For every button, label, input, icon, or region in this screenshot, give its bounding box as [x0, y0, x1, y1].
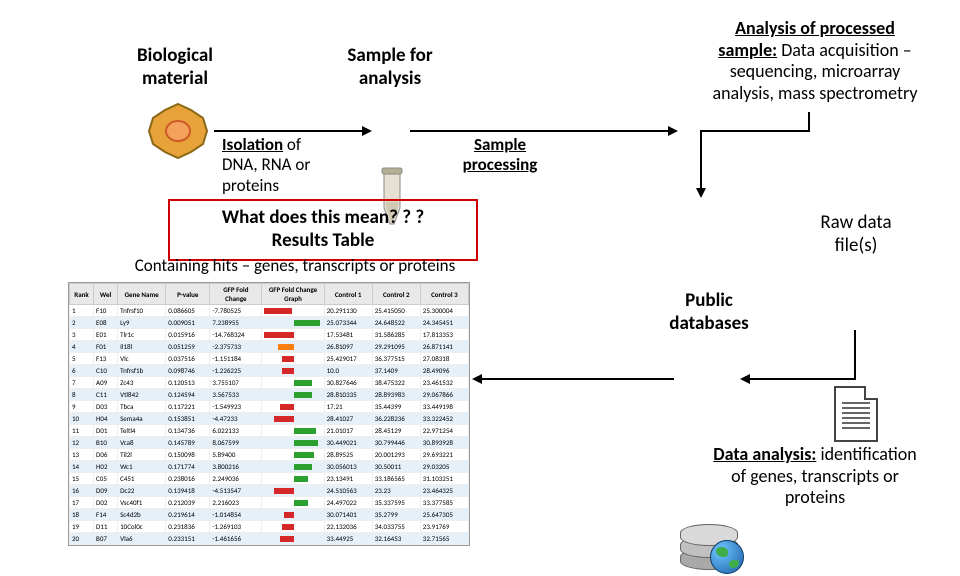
isolation-label: Isolation of DNA, RNA or proteins [222, 135, 342, 196]
analysis-processed-label: Analysis of processed sample: Data acqui… [690, 18, 940, 104]
table-row: 15C05C4510.2380162.24903623.1349133.1865… [70, 473, 469, 485]
table-row: 11D01Teltl40.1347366.02213321.0101728.45… [70, 425, 469, 437]
arrow-tube-to-analysis [410, 130, 670, 132]
results-question-box: What does this mean? ? ? Results Table [168, 199, 478, 261]
results-table: RankWelGene NameP-valueGFP Fold ChangeGF… [68, 282, 470, 546]
table-row: 7A09Zc430.1205133.75510730.82764638.4753… [70, 377, 469, 389]
table-row: 1F10Tnfrsf100.086605-7.78052520.29113025… [70, 305, 469, 317]
arrow-rawdata-down [854, 330, 856, 380]
table-row: 9D03Tbca0.117221-1.54992317.2135.4439933… [70, 401, 469, 413]
table-row: 18F14Sc4d2b0.219614-1.01485430.07140135.… [70, 509, 469, 521]
table-row: 20B07Vla60.233151-1.46165633.4492532.164… [70, 533, 469, 545]
arrow-analysis-down [700, 130, 702, 190]
cell-icon [145, 102, 211, 160]
containing-label: Containing hits – genes, transcripts or … [95, 256, 495, 276]
table-row: 6C10Tnfrsf1b0.098746-1.22622510.037.1409… [70, 365, 469, 377]
raw-data-label: Raw datafile(s) [786, 212, 926, 258]
arrow-db-to-table [480, 378, 674, 380]
sample-processing-label: Sample processing [440, 135, 560, 176]
table-row: 8C11Vtl8420.1245943.56753328.81033528.89… [70, 389, 469, 401]
table-row: 19D1110Col0c0.231836-1.26910322.13203634… [70, 521, 469, 533]
table-row: 16D09Dc220.139418-4.51354724.51056323.23… [70, 485, 469, 497]
table-row: 3E01Tlr1c0.015916-14.76832417.5348131.58… [70, 329, 469, 341]
data-analysis-label: Data analysis: identification of genes, … [690, 444, 940, 509]
table-row: 13D06Til2l0.1500985.8940028.8952520.0012… [70, 449, 469, 461]
globe-icon [710, 540, 744, 574]
document-icon [834, 386, 878, 442]
table-row: 2E08Ly90.0090517.23895525.07334424.64852… [70, 317, 469, 329]
biological-material-label: Biologicalmaterial [115, 45, 235, 91]
table-row: 14H02Wc10.1717743.80021630.05601330.5001… [70, 461, 469, 473]
database-icon [680, 522, 738, 576]
sample-for-analysis-label: Sample foranalysis [330, 45, 450, 91]
table-row: 12B10Vca80.1457898.06759930.44902130.799… [70, 437, 469, 449]
table-row: 17D02Vsc40f10.2120392.21602324.49702235.… [70, 497, 469, 509]
arrow-cell-to-tube [214, 130, 364, 132]
public-databases-label: Publicdatabases [644, 290, 774, 336]
table-row: 5F13Vlc0.037516-1.15118425.42901736.3775… [70, 353, 469, 365]
table-row: 4F01Il18l0.051259-2.37573326.8109729.291… [70, 341, 469, 353]
table-row: 10H04Sema4a0.153851-4.4723328.4102736.22… [70, 413, 469, 425]
